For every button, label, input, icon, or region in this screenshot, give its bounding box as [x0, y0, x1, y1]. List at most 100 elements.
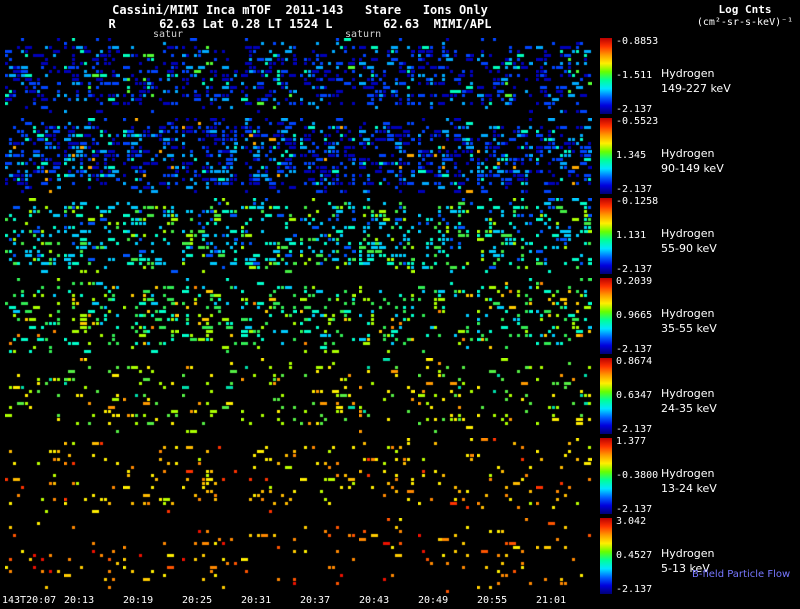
- units-label: (cm²-sr-s-keV)⁻¹: [696, 17, 794, 28]
- colorbar-value: 0.2039: [616, 276, 653, 287]
- spectrogram-panel: [359, 518, 415, 594]
- spectrogram-panel: [182, 518, 238, 594]
- row-label: Hydrogen 149-227 keV: [661, 38, 731, 114]
- spectrogram-panel: [123, 38, 179, 114]
- colorbar-value: -0.3800: [616, 470, 659, 481]
- log-cnts-label: Log Cnts: [718, 3, 772, 16]
- colorbar-value: -2.137: [616, 504, 653, 515]
- annotation-satur: satur: [153, 29, 184, 40]
- spectrogram-panel: [123, 438, 179, 514]
- species-label: Hydrogen: [661, 547, 715, 560]
- row-label: Hydrogen 90-149 keV: [661, 118, 724, 194]
- spectrogram-panel: [182, 118, 238, 194]
- row-label: Hydrogen 24-35 keV: [661, 358, 717, 434]
- spectrogram-panel: [477, 118, 533, 194]
- spectrogram-panel: [300, 358, 356, 434]
- species-label: Hydrogen: [661, 227, 715, 240]
- colorbar-value: -2.137: [616, 584, 653, 595]
- spectrogram-panel: [359, 438, 415, 514]
- row-label: Hydrogen 35-55 keV: [661, 278, 717, 354]
- colorbar-title-block: Log Cnts (cm²-sr-s-keV)⁻¹: [693, 3, 797, 28]
- spectrogram-panel: [536, 118, 592, 194]
- spectrogram-panel: [300, 278, 356, 354]
- species-label: Hydrogen: [661, 147, 715, 160]
- time-tick-label: 20:49: [418, 595, 449, 606]
- species-label: Hydrogen: [661, 387, 715, 400]
- spectrogram-panel: [5, 38, 61, 114]
- spectrogram-panel: [536, 38, 592, 114]
- time-axis: 143T20:07 20:13 20:19 20:25 20:31 20:37 20:43 2…: [0, 595, 800, 609]
- spectrogram-panel: [123, 198, 179, 274]
- spectrogram-panel: [418, 38, 474, 114]
- energy-range-label: 13-24 keV: [661, 482, 717, 495]
- colorbar-value: 0.4527: [616, 550, 653, 561]
- spectrogram-panel: [123, 118, 179, 194]
- spectrogram-panel: [359, 198, 415, 274]
- spectrogram-panel: [418, 278, 474, 354]
- colorbar-value: -1.511: [616, 70, 653, 81]
- time-tick-label: 20:43: [359, 595, 390, 606]
- spectrogram-panel: [5, 198, 61, 274]
- colorbar: [600, 38, 612, 114]
- spectrogram-panel: [418, 438, 474, 514]
- spectrogram-panel: [5, 438, 61, 514]
- spectrogram-panel: [182, 38, 238, 114]
- colorbar-value: 0.6347: [616, 390, 653, 401]
- spectrogram-panel: [241, 518, 297, 594]
- energy-range-label: 90-149 keV: [661, 162, 724, 175]
- spectrogram-panel: [536, 518, 592, 594]
- energy-range-label: 55-90 keV: [661, 242, 717, 255]
- time-tick-label: 20:19: [123, 595, 154, 606]
- spectrogram-panel: [359, 118, 415, 194]
- spectrogram-panel: [477, 198, 533, 274]
- spectrogram-row: 1.377 -0.3800 -2.137 Hydrogen 13-24 keV: [5, 436, 800, 515]
- spectrogram-panel: [241, 278, 297, 354]
- spectrogram-panel: [123, 358, 179, 434]
- spectrogram-panel: [64, 278, 120, 354]
- colorbar-value: -2.137: [616, 424, 653, 435]
- spectrogram-panel: [5, 278, 61, 354]
- colorbar-value: 1.377: [616, 436, 647, 447]
- spectrogram-panel: [418, 118, 474, 194]
- spectrogram-panel: [536, 198, 592, 274]
- spectrogram-panel: [300, 38, 356, 114]
- species-label: Hydrogen: [661, 467, 715, 480]
- spectrogram-panel: [241, 438, 297, 514]
- spectrogram-panel: [241, 118, 297, 194]
- spectrogram-panel: [123, 518, 179, 594]
- energy-range-label: 35-55 keV: [661, 322, 717, 335]
- colorbar: [600, 358, 612, 434]
- species-label: Hydrogen: [661, 67, 715, 80]
- spectrogram-row: 3.042 0.4527 -2.137 Hydrogen 5-13 keV: [5, 516, 800, 595]
- time-tick-label: 20:37: [300, 595, 331, 606]
- spectrogram-panel: [64, 198, 120, 274]
- spectrogram-panel: [300, 438, 356, 514]
- spectrogram-panel: [64, 38, 120, 114]
- spectrogram-panel: [359, 358, 415, 434]
- colorbar-value: -2.137: [616, 184, 653, 195]
- colorbar-value: -0.1258: [616, 196, 659, 207]
- colorbar-value: 0.8674: [616, 356, 653, 367]
- energy-range-label: 5-13 keV: [661, 562, 710, 575]
- energy-range-label: 24-35 keV: [661, 402, 717, 415]
- colorbar-value: -2.137: [616, 264, 653, 275]
- colorbar-value: -2.137: [616, 104, 653, 115]
- annotation-saturn: saturn: [345, 29, 382, 40]
- spectrogram-panel: [64, 118, 120, 194]
- spectrogram-panel: [123, 278, 179, 354]
- time-tick-label: 20:31: [241, 595, 272, 606]
- page-title: Cassini/MIMI Inca mTOF 2011-143 Stare Io…: [112, 3, 488, 17]
- species-label: Hydrogen: [661, 307, 715, 320]
- spectrogram-panel: [300, 518, 356, 594]
- colorbar-value: 1.131: [616, 230, 647, 241]
- colorbar: [600, 198, 612, 274]
- spectrogram-panel: [241, 358, 297, 434]
- spectrogram-panel: [477, 38, 533, 114]
- spectrogram-panel: [536, 278, 592, 354]
- spectrogram-panel: [477, 518, 533, 594]
- spectrogram-panel: [359, 278, 415, 354]
- colorbar: [600, 278, 612, 354]
- time-tick-label: 20:55: [477, 595, 508, 606]
- spectrogram-panel: [64, 358, 120, 434]
